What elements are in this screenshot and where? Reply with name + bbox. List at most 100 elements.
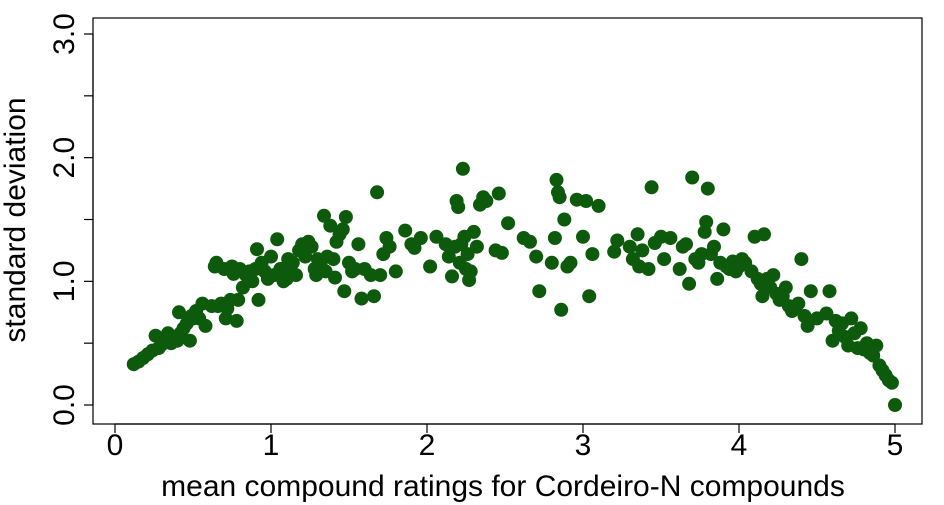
x-tick-label: 4 — [731, 429, 748, 462]
y-axis-title: standard deviation — [0, 97, 32, 342]
y-tick-label: 1.0 — [48, 260, 81, 302]
data-point — [554, 302, 569, 317]
data-point — [576, 229, 590, 244]
data-point — [231, 292, 246, 307]
data-point — [844, 311, 859, 326]
data-point — [338, 210, 353, 224]
data-point — [198, 318, 213, 333]
data-point — [451, 200, 466, 215]
y-tick-label: 3.0 — [48, 13, 81, 55]
data-point — [398, 223, 413, 238]
data-point — [532, 284, 547, 299]
data-point — [463, 264, 478, 279]
data-point — [251, 292, 266, 307]
data-point — [529, 249, 544, 264]
data-point — [794, 252, 809, 267]
data-point — [367, 289, 381, 304]
data-point — [328, 270, 342, 285]
data-point — [778, 280, 793, 295]
data-point — [766, 268, 781, 283]
data-point — [700, 181, 715, 196]
data-point — [335, 222, 350, 237]
data-point — [707, 239, 721, 254]
data-point — [791, 296, 806, 311]
data-point — [544, 255, 559, 270]
x-tick-label: 1 — [263, 429, 280, 462]
data-point — [800, 318, 815, 333]
data-point — [445, 269, 459, 284]
data-point — [657, 252, 672, 267]
data-point — [644, 180, 659, 195]
data-point — [622, 239, 637, 254]
data-point — [685, 170, 700, 185]
data-point — [585, 247, 600, 262]
data-point — [641, 262, 656, 276]
data-point — [682, 276, 697, 291]
data-point — [326, 252, 341, 267]
data-point — [323, 218, 338, 233]
data-point — [710, 271, 725, 286]
data-point — [370, 185, 385, 200]
data-point — [229, 313, 244, 328]
data-point — [270, 232, 285, 247]
data-point — [591, 198, 606, 213]
data-point — [172, 305, 186, 320]
data-point — [557, 212, 572, 227]
data-point — [289, 268, 303, 283]
data-point — [607, 244, 622, 259]
data-point — [337, 284, 352, 299]
data-point — [547, 231, 562, 245]
data-point — [888, 398, 902, 412]
data-points — [126, 161, 902, 412]
data-point — [469, 239, 484, 254]
data-point — [250, 242, 264, 257]
data-point — [413, 231, 428, 245]
data-point — [494, 245, 509, 260]
data-point — [822, 284, 837, 299]
x-axis: 0 1 2 3 4 5 — [107, 423, 904, 462]
x-tick-label: 2 — [419, 429, 436, 462]
data-point — [382, 239, 397, 254]
data-point — [853, 321, 868, 336]
x-tick-label: 5 — [887, 429, 904, 462]
data-point — [182, 333, 197, 348]
data-point — [563, 255, 578, 270]
data-point — [869, 338, 884, 353]
data-point — [354, 291, 369, 306]
x-tick-label: 0 — [107, 429, 124, 462]
data-point — [549, 172, 564, 187]
data-point — [388, 264, 403, 279]
data-point — [455, 161, 470, 176]
data-point — [264, 249, 278, 264]
data-point — [803, 284, 818, 299]
data-point — [552, 190, 567, 205]
data-point — [245, 274, 260, 289]
data-point — [635, 243, 650, 258]
data-point — [716, 222, 731, 237]
data-point — [523, 234, 537, 249]
data-point — [479, 194, 494, 208]
data-point — [304, 239, 319, 254]
data-point — [466, 224, 481, 239]
data-point — [663, 231, 678, 245]
data-point — [679, 237, 693, 252]
data-point — [672, 262, 687, 276]
data-point — [884, 375, 899, 390]
data-point — [501, 216, 516, 231]
x-axis-title: mean compound ratings for Cordeiro-N com… — [161, 470, 845, 503]
data-point — [610, 233, 625, 248]
y-tick-label: 2.0 — [48, 137, 81, 179]
data-point — [423, 259, 438, 274]
y-tick-label: 0.0 — [48, 384, 81, 426]
data-point — [373, 268, 388, 283]
data-point — [582, 289, 597, 304]
data-point — [579, 194, 594, 208]
data-point — [630, 227, 645, 242]
data-point — [757, 227, 771, 242]
data-point — [351, 237, 366, 252]
data-point — [491, 186, 506, 201]
data-point — [285, 255, 300, 270]
x-tick-label: 3 — [575, 429, 592, 462]
y-axis: 0.0 1.0 2.0 3.0 — [48, 13, 94, 426]
